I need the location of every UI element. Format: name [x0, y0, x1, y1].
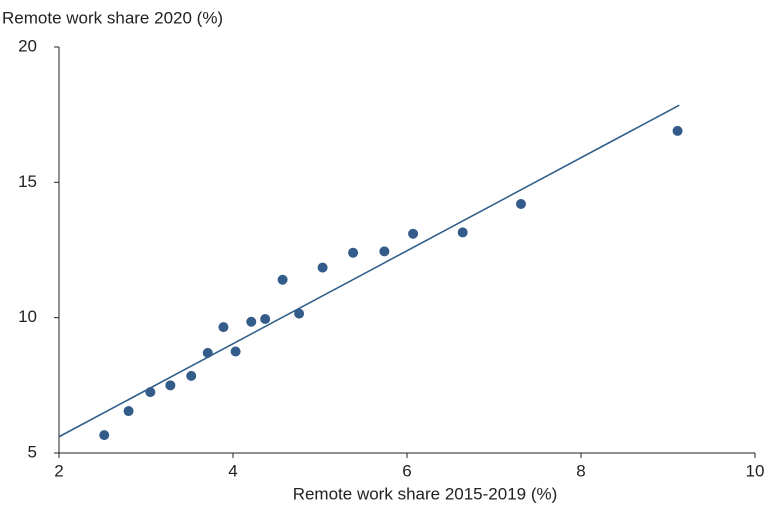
point [515, 198, 526, 209]
point [165, 380, 176, 391]
x-tick-label: 8 [576, 461, 585, 480]
point [294, 308, 305, 319]
point [99, 430, 110, 441]
y-axis-label: Remote work share 2020 (%) [2, 8, 223, 27]
y-tick-label: 10 [18, 307, 37, 326]
point [246, 316, 257, 327]
point [218, 322, 229, 333]
x-axis-label: Remote work share 2015-2019 (%) [293, 484, 558, 503]
y-tick-label: 20 [18, 36, 37, 55]
point [260, 314, 271, 325]
trend-line [58, 104, 680, 438]
point [408, 228, 419, 239]
point [379, 246, 390, 257]
x-tick-label: 6 [402, 461, 411, 480]
x-tick-label: 2 [54, 461, 63, 480]
point [202, 347, 213, 358]
point [348, 247, 359, 258]
point [123, 406, 134, 417]
point [317, 262, 328, 273]
point [457, 227, 468, 238]
point [145, 387, 156, 398]
point [672, 125, 683, 136]
point [186, 370, 197, 381]
point [277, 274, 288, 285]
x-tick-label: 4 [228, 461, 237, 480]
y-tick-label: 5 [28, 442, 37, 461]
x-tick-label: 10 [746, 461, 765, 480]
point [230, 346, 241, 357]
y-tick-label: 15 [18, 172, 37, 191]
